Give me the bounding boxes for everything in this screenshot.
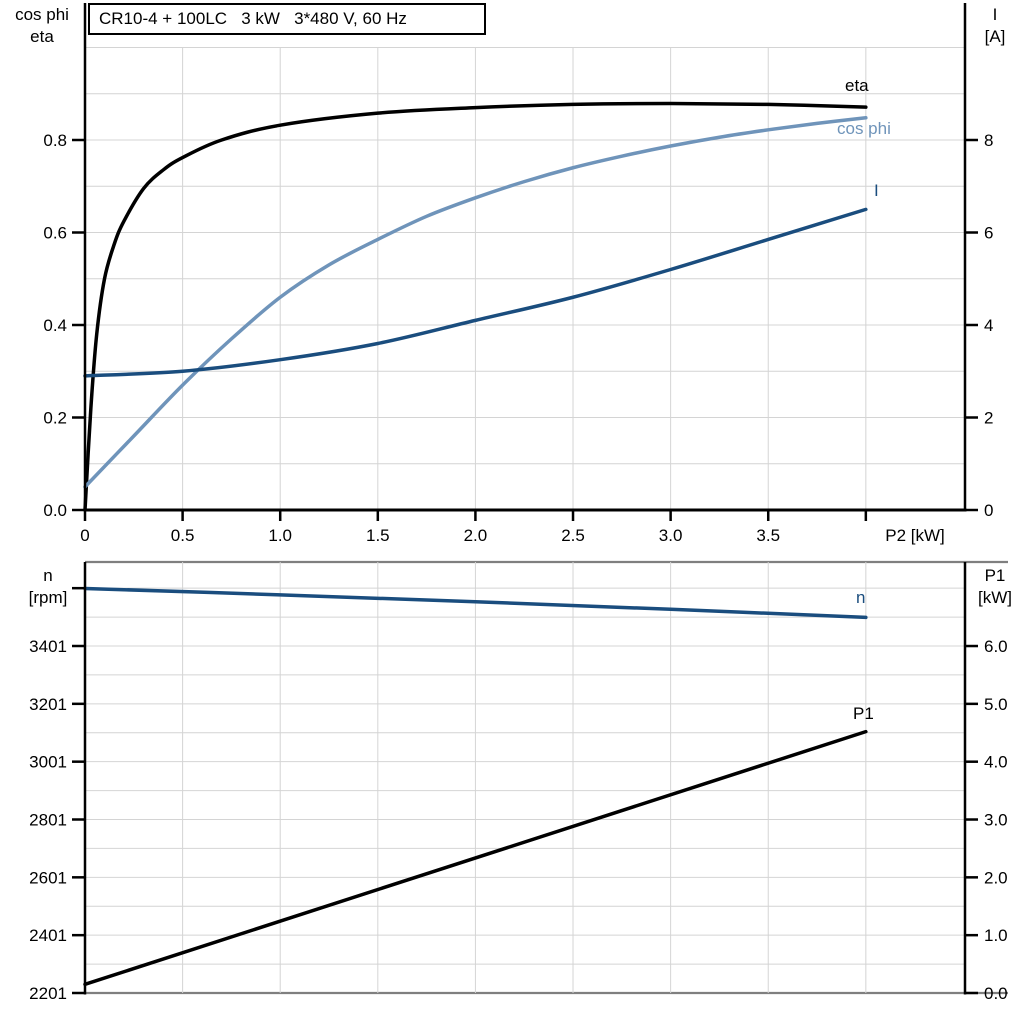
x-tick-label: 0.5: [171, 526, 195, 545]
top-right-axis-title-current: I: [992, 5, 998, 24]
bottom-right-axis-title-kw-unit: [kW]: [978, 588, 1012, 607]
right-tick-label: 4: [984, 316, 993, 335]
left-tick-label: 0.4: [43, 316, 67, 335]
curve-current: [83, 207, 868, 378]
right-tick-label: 8: [984, 131, 993, 150]
right-tick-label: 6: [984, 224, 993, 243]
left-tick-label: 2801: [29, 811, 67, 830]
x-axis-label-p2: P2 [kW]: [885, 526, 945, 545]
top-right-axis-title-amps-unit: [A]: [984, 27, 1006, 46]
left-tick-label: 2401: [29, 926, 67, 945]
right-tick-label: 1.0: [984, 926, 1008, 945]
bottom-left-axis-title-n: n: [43, 566, 53, 585]
right-tick-label: 3.0: [984, 811, 1008, 830]
right-tick-label: 6.0: [984, 637, 1008, 656]
left-tick-label: 3201: [29, 695, 67, 714]
left-tick-label: 3401: [29, 637, 67, 656]
curve-n: [83, 586, 868, 620]
left-tick-label: 0.6: [43, 224, 67, 243]
left-tick-label: 0.8: [43, 131, 67, 150]
right-tick-label: 2: [984, 409, 993, 428]
x-tick-label: 2.0: [464, 526, 488, 545]
curve-label-p1: P1: [853, 704, 874, 723]
top-left-axis-title-eta: eta: [30, 27, 54, 46]
chart-title-box: CR10-4 + 100LC 3 kW 3*480 V, 60 Hz: [88, 3, 486, 35]
right-tick-label: 0: [984, 501, 993, 520]
curve-p1: [83, 729, 868, 987]
left-tick-label: 2601: [29, 868, 67, 887]
curve-label-current: I: [874, 181, 879, 200]
curve-label-n: n: [856, 588, 866, 607]
x-tick-label: 1.0: [268, 526, 292, 545]
right-tick-label: 0.0: [984, 984, 1008, 1003]
bottom-right-axis-title-p1: P1: [984, 566, 1006, 585]
right-tick-label: 4.0: [984, 753, 1008, 772]
curve-eta: [83, 101, 868, 512]
right-tick-label: 2.0: [984, 868, 1008, 887]
bottom-left-axis-title-rpm-unit: [rpm]: [28, 588, 68, 607]
x-tick-label: 3.0: [659, 526, 683, 545]
x-tick-label: 1.5: [366, 526, 390, 545]
left-tick-label: 3001: [29, 753, 67, 772]
x-tick-label: 2.5: [561, 526, 585, 545]
top-left-axis-title-cosphi: cos phi: [15, 5, 69, 24]
right-tick-label: 5.0: [984, 695, 1008, 714]
x-tick-label: 0: [80, 526, 89, 545]
curve-label-eta: eta: [845, 76, 869, 95]
left-tick-label: 0.2: [43, 409, 67, 428]
curve-cosphi: [83, 116, 868, 489]
left-tick-label: 2201: [29, 984, 67, 1003]
curve-label-cosphi: cos phi: [837, 119, 891, 138]
x-tick-label: 3.5: [756, 526, 780, 545]
left-tick-label: 0.0: [43, 501, 67, 520]
